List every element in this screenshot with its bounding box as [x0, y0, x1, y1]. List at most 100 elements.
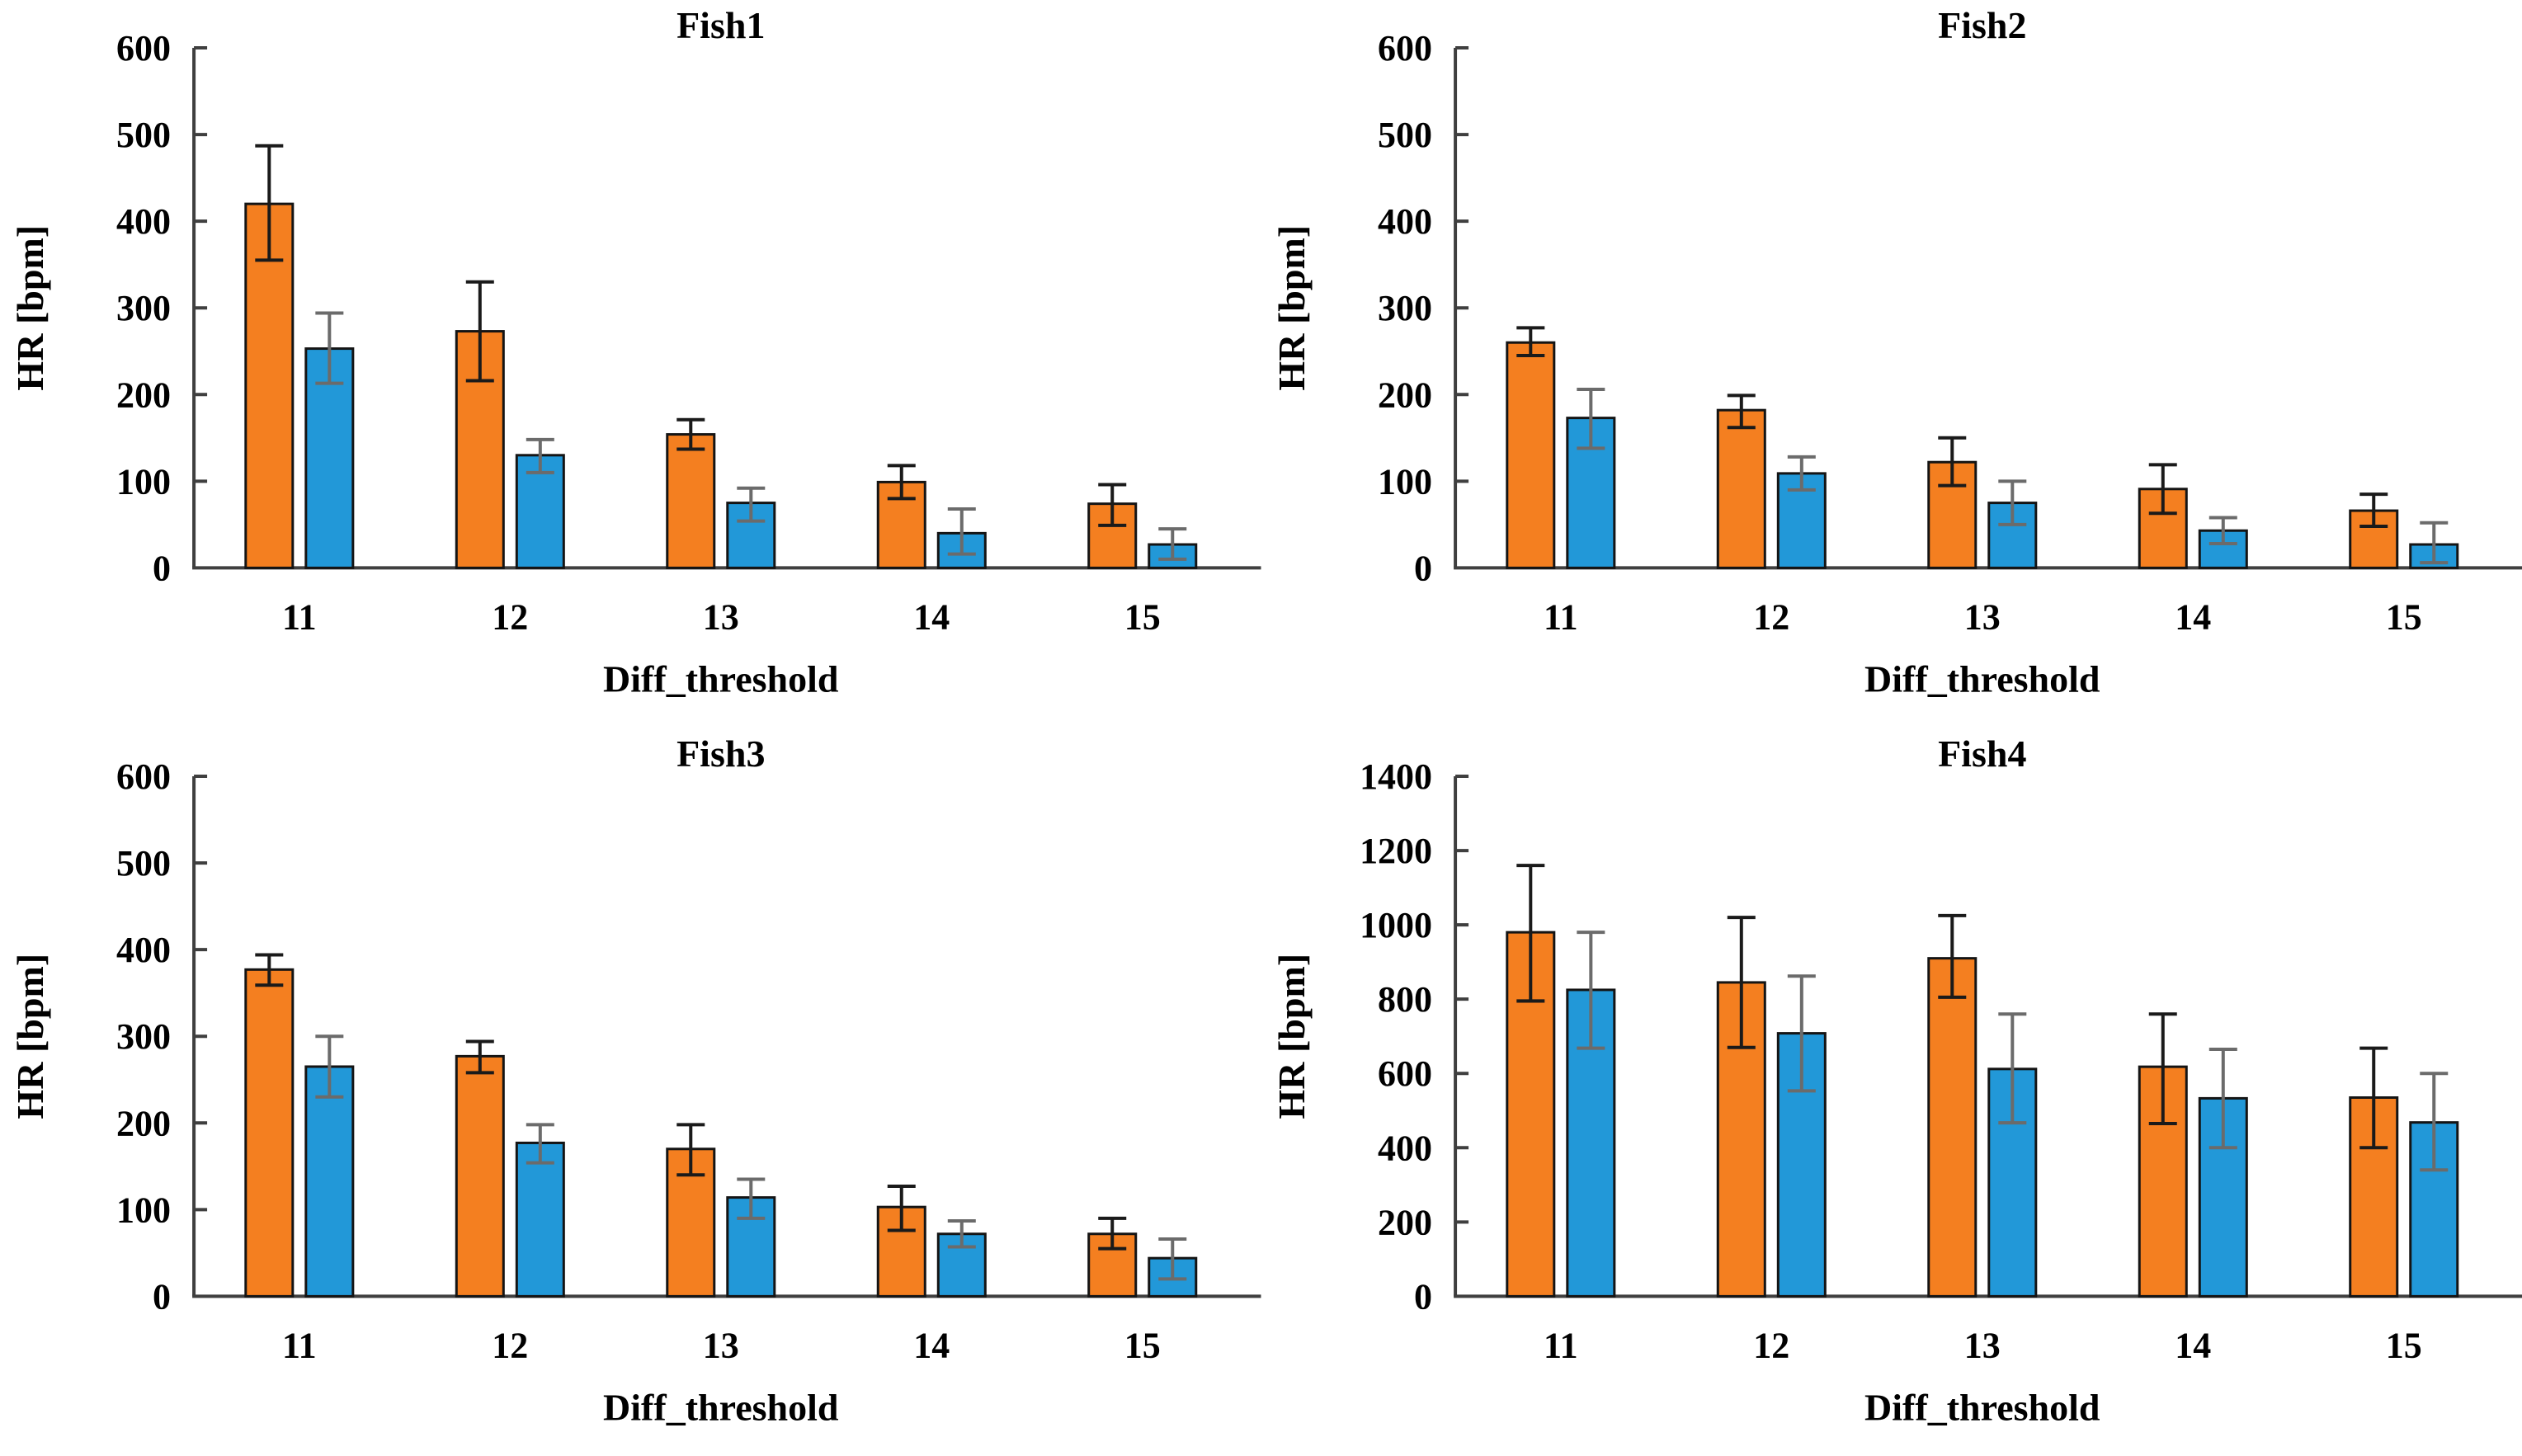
y-tick-label: 100 [1378, 461, 1432, 502]
x-tick-label: 13 [1963, 1325, 2000, 1365]
error-bar-orange-14 [2148, 463, 2177, 516]
bar-orange-12 [455, 330, 505, 569]
y-tick-label: 500 [116, 843, 171, 883]
x-tick-label: 15 [1124, 1325, 1161, 1365]
y-tick-label: 600 [1378, 1053, 1432, 1094]
y-tick-label: 300 [1378, 288, 1432, 328]
error-bar-orange-15 [1098, 1216, 1127, 1251]
chart-fish4: Fish4 HR [bpm] 0 200 400 600 800 1000 1200 1400 11… [1261, 728, 2522, 1456]
y-tick-label: 400 [116, 930, 171, 970]
error-bar-blue-13 [737, 1177, 766, 1220]
y-tick-label: 500 [116, 115, 171, 155]
bar-orange-11 [244, 202, 295, 569]
x-tick-label: 11 [1544, 1325, 1578, 1365]
y-tick-label: 200 [116, 1103, 171, 1143]
error-bar-orange-15 [2359, 492, 2388, 528]
y-axis-label: HR [bpm] [9, 953, 51, 1119]
y-axis-label: HR [bpm] [1270, 953, 1313, 1119]
error-bar-blue-14 [2209, 516, 2237, 545]
error-bar-blue-11 [1576, 387, 1605, 450]
chart-title: Fish1 [676, 4, 765, 46]
chart-title: Fish3 [676, 733, 765, 775]
chart-title: Fish4 [1938, 733, 2026, 775]
error-bar-blue-12 [526, 437, 554, 474]
x-tick-label: 14 [913, 596, 950, 637]
error-bar-blue-15 [2419, 1071, 2448, 1171]
error-bar-orange-13 [1937, 436, 1966, 488]
chart-fish1: Fish1 HR [bpm] 0 100 200 300 400 500 600 11 12 13 14… [0, 0, 1261, 728]
chart-background [1261, 0, 2522, 728]
bar-blue-11 [304, 347, 355, 569]
error-bar-orange-11 [1516, 863, 1544, 1002]
chart-title: Fish2 [1938, 4, 2026, 46]
barchart-svg: Fish3 HR [bpm] 0 100 200 300 400 500 600 11 12 13 14… [0, 728, 1261, 1456]
error-bar-orange-15 [2359, 1046, 2388, 1149]
chart-fish3: Fish3 HR [bpm] 0 100 200 300 400 500 600 11 12 13 14… [0, 728, 1261, 1456]
y-tick-label: 1000 [1360, 905, 1432, 945]
y-tick-label: 600 [116, 756, 171, 797]
error-bar-orange-11 [255, 952, 284, 987]
chart-background [1261, 728, 2522, 1456]
error-bar-blue-14 [947, 1218, 976, 1249]
y-tick-label: 400 [116, 201, 171, 242]
error-bar-blue-15 [1158, 1237, 1187, 1280]
error-bar-orange-14 [887, 464, 916, 501]
bar-blue-11 [304, 1064, 355, 1298]
x-tick-label: 12 [492, 596, 528, 637]
error-bar-orange-11 [255, 144, 284, 262]
error-bar-blue-11 [315, 1034, 344, 1099]
y-tick-label: 100 [116, 461, 171, 502]
error-bar-orange-12 [465, 1039, 494, 1074]
x-axis-label: Diff_threshold [603, 1386, 839, 1428]
error-bar-orange-13 [1937, 913, 1966, 999]
y-tick-label: 1200 [1360, 831, 1432, 871]
error-bar-orange-13 [676, 1122, 705, 1176]
y-tick-label: 0 [1414, 548, 1432, 588]
y-tick-label: 1400 [1360, 756, 1432, 797]
error-bar-blue-13 [1997, 479, 2026, 526]
x-tick-label: 12 [1753, 1325, 1789, 1365]
error-bar-orange-12 [465, 280, 494, 383]
y-tick-label: 800 [1378, 979, 1432, 1020]
chart-background [0, 0, 1261, 728]
chart-background [0, 728, 1261, 1456]
x-tick-label: 14 [913, 1325, 950, 1365]
bar-orange-12 [455, 1054, 505, 1298]
y-tick-label: 0 [153, 1276, 171, 1317]
x-tick-label: 15 [1124, 596, 1161, 637]
x-axis-label: Diff_threshold [1864, 657, 2100, 700]
error-bar-blue-15 [1158, 527, 1187, 561]
barchart-svg: Fish1 HR [bpm] 0 100 200 300 400 500 600 11 12 13 14… [0, 0, 1261, 728]
error-bar-blue-15 [2419, 521, 2448, 565]
error-bar-blue-13 [737, 486, 766, 523]
x-axis-label: Diff_threshold [603, 657, 839, 700]
bar-blue-12 [515, 1141, 565, 1298]
error-bar-blue-12 [1787, 973, 1816, 1092]
x-tick-label: 11 [282, 1325, 317, 1365]
x-tick-label: 13 [1963, 596, 2000, 637]
barchart-svg: Fish2 HR [bpm] 0 100 200 300 400 500 600 11 12 13 14… [1261, 0, 2522, 728]
bar-blue-15 [2408, 1120, 2458, 1298]
y-axis-label: HR [bpm] [1270, 225, 1313, 391]
error-bar-blue-14 [947, 507, 976, 556]
y-tick-label: 300 [116, 288, 171, 328]
y-tick-label: 400 [1378, 201, 1432, 242]
bar-orange-15 [1087, 1232, 1138, 1298]
bar-orange-11 [244, 968, 295, 1298]
error-bar-orange-13 [676, 417, 705, 451]
x-tick-label: 13 [703, 1325, 739, 1365]
x-tick-label: 14 [2175, 1325, 2211, 1365]
x-tick-label: 12 [1753, 596, 1789, 637]
y-tick-label: 200 [1378, 1202, 1432, 1242]
bar-blue-13 [726, 502, 776, 569]
bar-orange-12 [1716, 408, 1766, 569]
x-tick-label: 15 [2385, 596, 2421, 637]
bar-orange-11 [1505, 341, 1555, 569]
y-tick-label: 400 [1378, 1128, 1432, 1168]
x-tick-label: 11 [282, 596, 317, 637]
error-bar-blue-11 [1576, 930, 1605, 1050]
error-bar-orange-14 [887, 1184, 916, 1232]
x-tick-label: 15 [2385, 1325, 2421, 1365]
error-bar-orange-12 [1727, 393, 1756, 430]
